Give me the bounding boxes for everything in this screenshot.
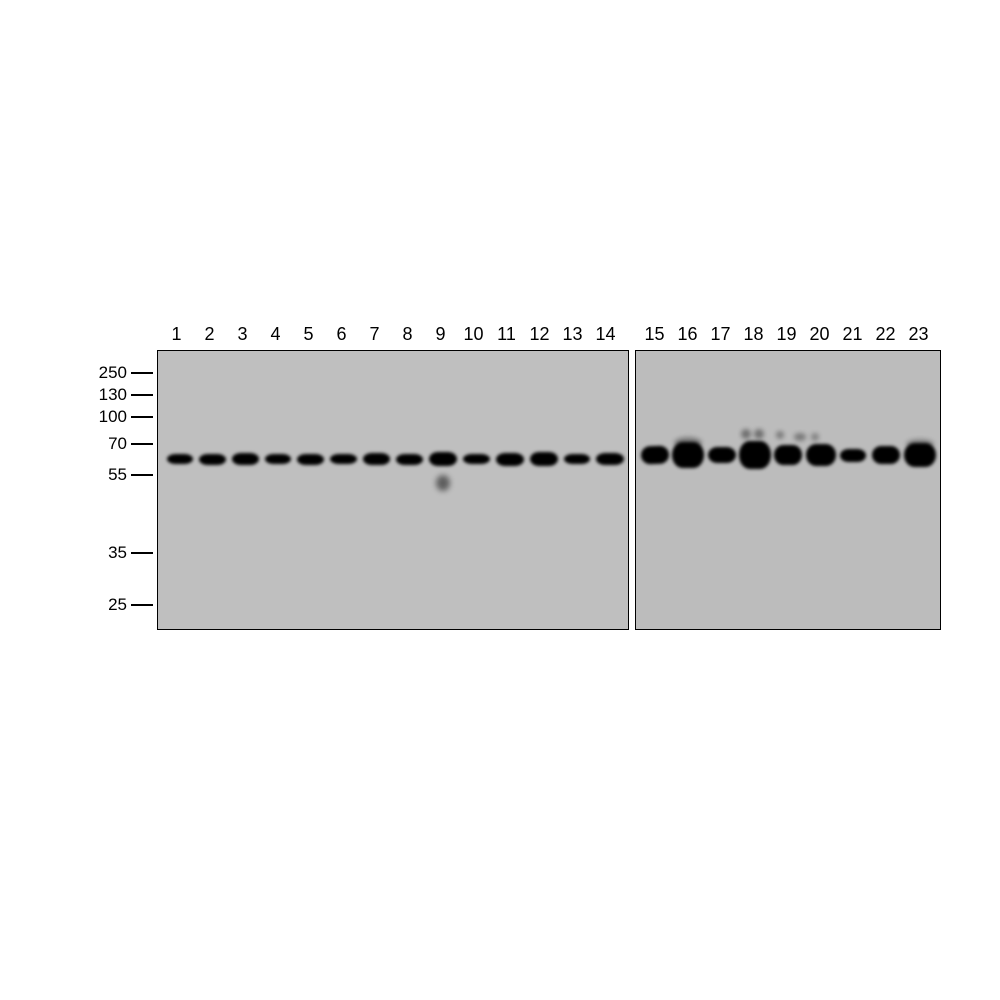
mw-tick (131, 394, 153, 396)
blot-band (396, 454, 423, 465)
lane-label: 21 (836, 324, 869, 345)
mw-marker: 35 (108, 543, 153, 563)
lane-label: 9 (424, 324, 457, 345)
blot-band (265, 454, 291, 464)
mw-tick (131, 443, 153, 445)
blot-smudge (794, 433, 806, 441)
blot-band (530, 452, 558, 466)
mw-marker: 250 (99, 363, 153, 383)
lane-label: 2 (193, 324, 226, 345)
lane-label: 23 (902, 324, 935, 345)
blot-band (429, 452, 457, 466)
blot-band (739, 441, 771, 469)
blot-panel-2 (635, 350, 941, 630)
mw-marker: 55 (108, 465, 153, 485)
blot-smudge (754, 429, 764, 439)
mw-label: 100 (99, 407, 127, 427)
blot-smudge (811, 433, 819, 441)
blot-band (774, 445, 802, 465)
lane-label: 4 (259, 324, 292, 345)
blot-band (496, 453, 524, 466)
mw-tick (131, 552, 153, 554)
lane-label: 20 (803, 324, 836, 345)
lane-label: 7 (358, 324, 391, 345)
blot-band (167, 454, 193, 464)
blot-smudge (674, 437, 702, 449)
lane-label: 22 (869, 324, 902, 345)
lane-label: 8 (391, 324, 424, 345)
lane-label: 17 (704, 324, 737, 345)
blot-panel-1 (157, 350, 629, 630)
blot-band (199, 454, 226, 465)
blot-smudge (776, 431, 784, 439)
blot-band (708, 447, 736, 463)
blot-band (840, 449, 866, 462)
blot-smudge (436, 475, 450, 491)
blot-smudge (741, 429, 751, 439)
blot-band (872, 446, 900, 464)
blot-band (596, 453, 624, 465)
lane-label: 10 (457, 324, 490, 345)
blot-band (463, 454, 490, 464)
mw-label: 250 (99, 363, 127, 383)
blot-band (564, 454, 590, 464)
blot-band (330, 454, 357, 464)
blot-band (641, 446, 670, 465)
blot-band (363, 453, 390, 465)
lane-label: 16 (671, 324, 704, 345)
lane-label: 5 (292, 324, 325, 345)
mw-label: 70 (108, 434, 127, 454)
lane-label: 13 (556, 324, 589, 345)
lane-label: 12 (523, 324, 556, 345)
blot-band (297, 454, 324, 465)
blot-band (232, 453, 259, 465)
mw-marker: 130 (99, 385, 153, 405)
lane-label: 1 (160, 324, 193, 345)
blot-smudge (906, 439, 934, 449)
panel1-lane-labels: 1234567891011121314 (160, 324, 622, 345)
lane-label: 15 (638, 324, 671, 345)
mw-tick (131, 416, 153, 418)
mw-label: 35 (108, 543, 127, 563)
mw-label: 130 (99, 385, 127, 405)
lane-label: 19 (770, 324, 803, 345)
lane-label: 14 (589, 324, 622, 345)
panel2-lane-labels: 151617181920212223 (638, 324, 935, 345)
mw-label: 25 (108, 595, 127, 615)
lane-label: 3 (226, 324, 259, 345)
lane-label: 11 (490, 324, 523, 345)
mw-tick (131, 372, 153, 374)
mw-label: 55 (108, 465, 127, 485)
lane-label: 18 (737, 324, 770, 345)
mw-tick (131, 474, 153, 476)
lane-label: 6 (325, 324, 358, 345)
blot-band (806, 444, 836, 466)
mw-marker: 25 (108, 595, 153, 615)
mw-tick (131, 604, 153, 606)
mw-marker: 70 (108, 434, 153, 454)
mw-marker: 100 (99, 407, 153, 427)
